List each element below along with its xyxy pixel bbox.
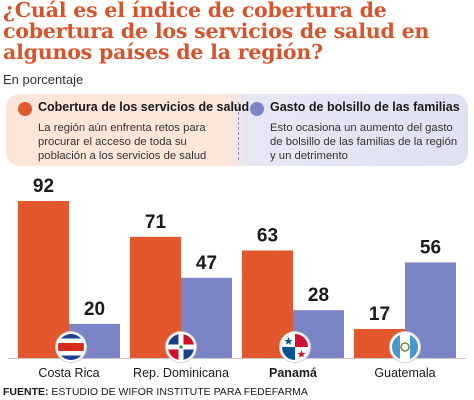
chart-subtitle: En porcentaje: [3, 72, 84, 87]
source-text: ESTUDIO DE WIFOR INSTITUTE PARA FEDEFARM…: [51, 386, 308, 398]
chart-title: ¿Cuál es el índice de cobertura de cober…: [3, 0, 430, 64]
category-label-rep-dominicana: Rep. Dominicana: [133, 366, 229, 380]
value-label-panama-series2: 28: [308, 285, 329, 306]
value-label-costa-rica-series1: 92: [33, 176, 54, 197]
legend-series1-title: Cobertura de los servicios de salud: [38, 100, 250, 114]
category-label-guatemala: Guatemala: [374, 366, 435, 380]
legend-divider: [238, 102, 239, 160]
legend-series1-text: La región aún enfrenta retos para procur…: [38, 122, 207, 162]
legend-series2-title: Gasto de bolsillo de las familias: [270, 100, 460, 114]
value-label-guatemala-series1: 17: [369, 304, 390, 325]
legend-box: Cobertura de los servicios de salud La r…: [6, 94, 468, 166]
value-label-rep-dominicana-series2: 47: [196, 253, 217, 274]
costa-rica-flag-icon: [56, 332, 86, 362]
value-label-costa-rica-series2: 20: [84, 299, 105, 320]
value-label-panama-series1: 63: [257, 225, 278, 246]
bar-costa-rica-series1: [18, 201, 69, 358]
source-note: FUENTE: ESTUDIO DE WIFOR INSTITUTE PARA …: [3, 386, 308, 398]
legend-series2-dot: [250, 102, 264, 116]
category-label-panama: Panamá: [269, 366, 317, 380]
legend-series2-text: Esto ocasiona un aumento del gasto de bo…: [270, 122, 458, 162]
source-label: FUENTE:: [3, 386, 49, 398]
legend-series1-dot: [18, 102, 32, 116]
guatemala-flag-icon: [390, 332, 420, 362]
panama-flag-icon: [280, 332, 310, 362]
dominican-republic-flag-icon: [166, 332, 196, 362]
value-label-rep-dominicana-series1: 71: [145, 212, 167, 233]
value-label-guatemala-series2: 56: [420, 237, 441, 258]
category-label-costa-rica: Costa Rica: [38, 366, 99, 380]
